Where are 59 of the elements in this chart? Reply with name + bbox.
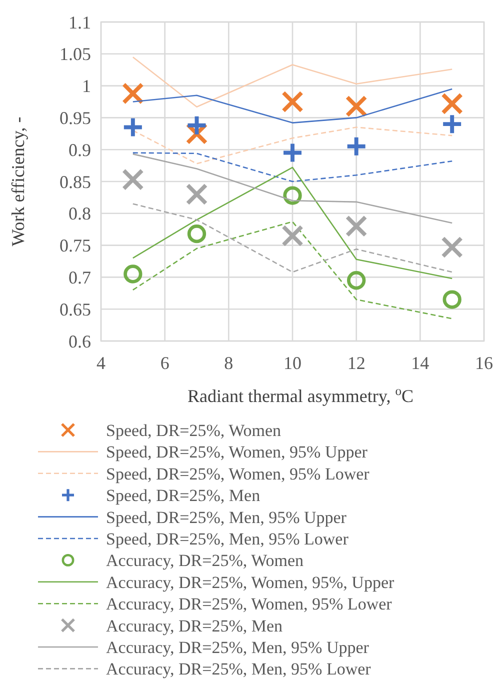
legend-label: Speed, DR=25%, Women, 95% Upper <box>106 442 368 462</box>
point <box>187 224 206 244</box>
point <box>282 224 304 247</box>
line-series <box>132 152 453 182</box>
y-tick-label: 0.75 <box>60 236 91 256</box>
line-series <box>132 166 453 280</box>
legend-label: Accuracy, DR=25%, Men, 95% Upper <box>106 638 370 657</box>
line-series <box>132 153 453 224</box>
legend-label: Accuracy, DR=25%, Women <box>106 551 304 570</box>
point <box>345 95 368 118</box>
legend-label: Speed, DR=25%, Men, 95% Lower <box>106 529 349 548</box>
y-tick-label: 0.95 <box>60 108 91 128</box>
x-tick-label: 8 <box>224 353 234 373</box>
legend-label: Accuracy, DR=25%, Women, 95% Lower <box>106 594 392 614</box>
y-tick-label: 0.85 <box>60 172 91 192</box>
x-tick-label: 10 <box>284 353 302 373</box>
line-series <box>132 221 453 320</box>
y-tick-label: 0.6 <box>68 331 91 352</box>
line-series <box>132 56 453 108</box>
y-tick-label: 0.8 <box>68 204 91 224</box>
y-axis-title: Work efficiency, - <box>8 116 28 246</box>
point <box>441 236 464 258</box>
y-tick-label: 1 <box>82 76 91 96</box>
line-series <box>132 88 453 124</box>
point <box>282 142 304 164</box>
point <box>345 215 368 238</box>
x-tick-label: 14 <box>411 353 430 373</box>
line-series <box>132 126 453 164</box>
point <box>124 264 142 284</box>
y-tick-label: 1.1 <box>68 12 91 32</box>
legend-label: Speed, DR=25%, Women, 95% Lower <box>106 464 370 484</box>
legend-label: Accuracy, DR=25%, Men, 95% Lower <box>106 660 372 679</box>
point <box>441 113 464 136</box>
legend-label: Speed, DR=25%, Men, 95% Upper <box>106 508 347 527</box>
point <box>282 90 304 113</box>
x-axis-title: Radiant thermal asymmetry, $^{o}$C <box>187 384 414 406</box>
legend-label: Speed, DR=25%, Women <box>106 420 282 440</box>
point <box>186 114 208 136</box>
point <box>441 92 464 115</box>
point <box>283 186 302 205</box>
line-series <box>132 203 453 273</box>
y-tick-label: 0.9 <box>68 140 91 160</box>
x-tick-label: 12 <box>347 353 366 373</box>
legend-label: Speed, DR=25%, Men <box>106 486 261 506</box>
y-tick-label: 0.7 <box>68 268 91 288</box>
legend-label: Accuracy, DR=25%, Men <box>106 616 284 636</box>
x-tick-label: 16 <box>475 353 493 373</box>
x-tick-label: 4 <box>96 353 106 373</box>
point <box>442 290 462 309</box>
x-tick-label: 6 <box>160 353 170 373</box>
point <box>122 116 144 138</box>
legend-label: Accuracy, DR=25%, Women, 95%, Upper <box>106 572 395 592</box>
point <box>122 82 144 104</box>
y-tick-label: 1.05 <box>60 44 91 64</box>
y-tick-label: 0.65 <box>60 299 91 320</box>
point <box>347 271 366 290</box>
point <box>186 183 208 206</box>
point <box>345 135 368 158</box>
point <box>122 168 144 191</box>
